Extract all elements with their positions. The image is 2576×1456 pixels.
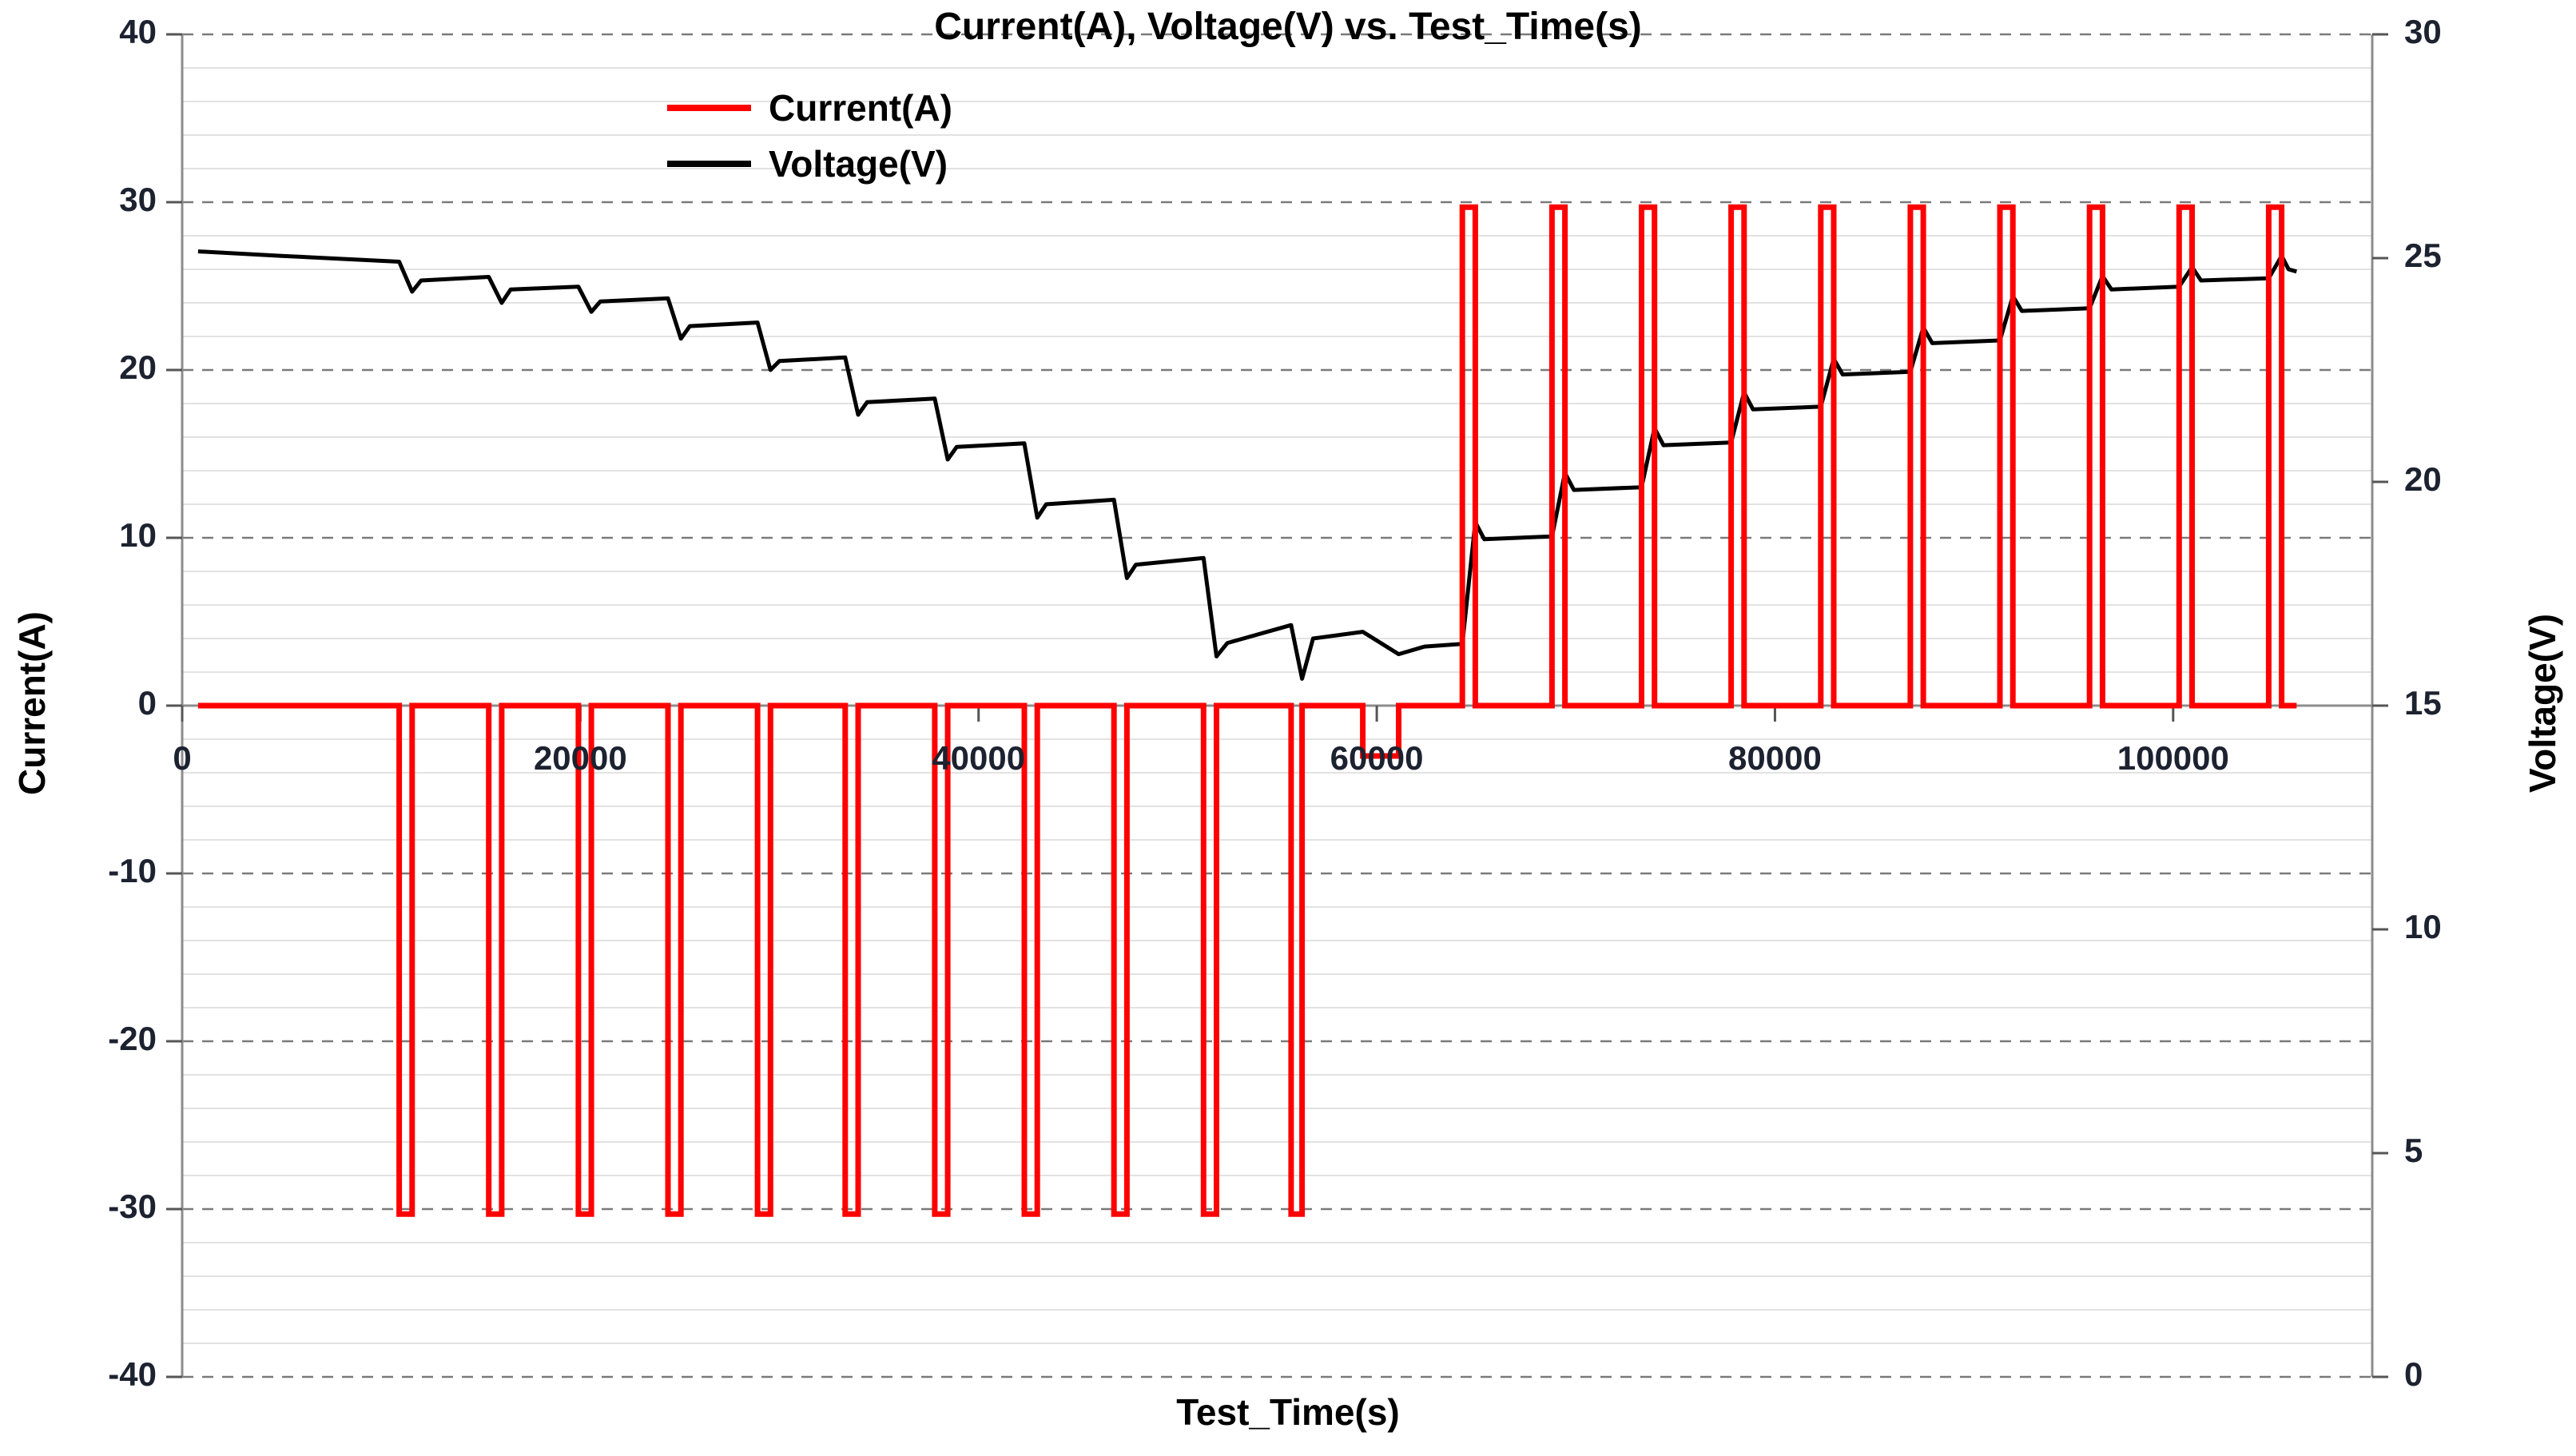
y-left-tick-label: 10 [119, 516, 157, 554]
chart-title: Current(A), Voltage(V) vs. Test_Time(s) [934, 6, 1642, 48]
y-left-tick-label: 30 [119, 181, 157, 218]
y-left-tick-label: -40 [108, 1355, 157, 1393]
y-left-tick-label: 0 [137, 684, 157, 722]
y-left-tick-label: -20 [108, 1020, 157, 1057]
y-right-tick-label: 15 [2404, 684, 2442, 722]
voltage-series-swatch [667, 161, 751, 167]
legend-item-current: Current(A) [667, 80, 952, 136]
x-tick-label: 60000 [1330, 739, 1424, 777]
x-tick-label: 40000 [932, 739, 1026, 777]
y-left-tick-label: -30 [108, 1187, 157, 1225]
y-left-tick-label: -10 [108, 852, 157, 889]
voltage-series-line [197, 249, 2297, 681]
y-right-tick-label: 0 [2404, 1355, 2423, 1393]
legend-item-voltage: Voltage(V) [667, 136, 952, 192]
x-tick-label: 0 [173, 739, 192, 777]
y-left-tick-label: 20 [119, 348, 157, 386]
legend-label-current: Current(A) [769, 87, 952, 129]
current-series-line [197, 204, 2297, 1217]
legend: Current(A) Voltage(V) [667, 80, 952, 192]
x-tick-label: 80000 [1728, 739, 1822, 777]
y-left-tick-label: 40 [119, 13, 157, 50]
y-right-tick-label: 10 [2404, 908, 2442, 945]
x-axis-title: Test_Time(s) [1176, 1391, 1400, 1433]
x-tick-label: 20000 [533, 739, 627, 777]
y-right-tick-label: 5 [2404, 1132, 2423, 1169]
legend-label-voltage: Voltage(V) [769, 143, 948, 185]
current-series-swatch [667, 105, 751, 111]
x-tick-label: 100000 [2117, 739, 2229, 777]
y-right-tick-label: 30 [2404, 13, 2442, 50]
y-right-tick-label: 20 [2404, 460, 2442, 498]
y-right-tick-label: 25 [2404, 237, 2442, 274]
